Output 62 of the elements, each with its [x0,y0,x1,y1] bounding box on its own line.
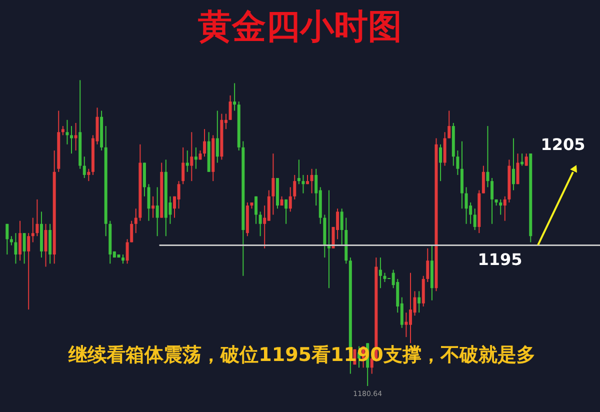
candlestick [152,196,155,218]
candlestick [126,238,129,264]
candlestick [418,290,421,314]
candlestick [31,217,34,243]
candlestick [194,146,198,170]
candlestick [284,198,288,224]
candlestick [456,150,460,176]
candlestick [482,165,485,194]
candlestick [288,186,292,212]
candlestick [10,236,13,246]
text: 1205 [540,135,586,154]
candlestick [190,132,194,182]
candlestick [254,196,258,224]
candlestick [272,153,275,216]
candlestick [122,254,124,264]
candlestick [340,208,344,246]
candlestick [512,138,515,191]
candlestick [228,94,232,120]
candlestick [310,168,314,194]
candlestick [258,211,262,237]
candlestick [156,186,159,237]
candlestick [426,248,430,283]
candlestick [524,153,528,166]
candlestick [503,196,506,222]
candlestick [293,174,296,200]
candlestick [130,220,134,243]
candlestick [27,232,30,310]
candlestick [22,232,26,264]
candlestick [378,257,382,289]
candlestick [383,272,386,283]
candlestick [404,312,408,338]
candlestick [44,223,48,268]
candlestick [516,153,520,185]
candlestick [134,208,138,234]
candlestick [490,178,494,224]
annotation: 1195 [478,250,522,269]
candlestick [473,208,476,231]
chart-title: 黄金四小时图 [198,7,402,47]
candlestick [297,159,300,185]
candlestick [70,126,74,154]
candlestick [439,144,442,182]
candlestick [499,198,502,216]
candlestick [177,180,180,210]
candlestick [147,184,150,222]
candlestick [216,110,219,164]
candlestick [87,168,90,182]
candlestick [186,150,189,172]
candlestick [448,110,451,139]
candlestick [6,223,9,255]
candlestick [302,174,305,194]
candlestick [464,186,468,224]
candlestick [486,126,490,188]
candlestick [182,146,185,185]
candlestick [61,126,64,136]
candlestick [203,128,206,158]
candlestick [14,232,18,264]
candlestick [82,156,86,179]
candlestick [18,220,22,262]
candlestick [233,82,236,112]
candlestick [66,119,69,145]
candlestick [74,122,78,151]
candlestick [36,198,39,237]
